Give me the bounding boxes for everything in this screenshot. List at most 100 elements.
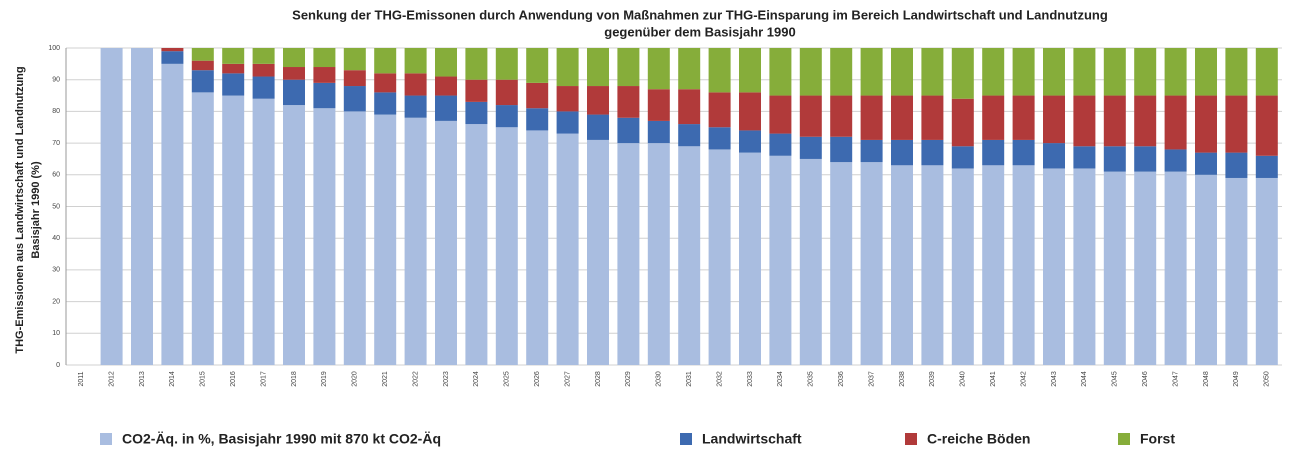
bar-segment [951, 168, 974, 365]
bar-segment [1255, 177, 1278, 365]
bar-segment [1073, 146, 1096, 169]
x-tick-label: 2048 [1203, 371, 1210, 387]
bar-segment [739, 48, 761, 93]
bar-segment [526, 82, 549, 109]
bar-segment [708, 92, 731, 128]
x-tick-label: 2017 [260, 371, 267, 387]
x-tick-label: 2050 [1264, 371, 1271, 387]
bar-segment [830, 95, 853, 137]
bar-segment [1195, 48, 1217, 96]
bar-segment [587, 114, 609, 140]
y-tick-label: 90 [52, 77, 60, 84]
bar-segment [830, 48, 853, 96]
y-tick-label: 60 [52, 172, 60, 179]
bar-segment [982, 165, 1005, 365]
bar-segment [222, 48, 245, 64]
bar-segment [891, 139, 913, 166]
bar-segment [799, 48, 822, 96]
x-tick-label: 2025 [504, 371, 511, 387]
bar-segment [374, 73, 397, 93]
bar-segment [191, 92, 214, 365]
bar-segment [222, 73, 245, 96]
bar-segment [404, 95, 427, 118]
bar-segment [891, 48, 913, 96]
bar-segment [374, 114, 397, 365]
bar-segment [739, 92, 761, 131]
bar-segment [343, 111, 366, 366]
y-tick-label: 70 [52, 140, 60, 147]
bar-segment [1043, 48, 1065, 96]
bar-segment [465, 79, 488, 102]
bar-segment [587, 139, 609, 365]
bar-segment [1103, 95, 1126, 147]
y-axis-title: Basisjahr 1990 (%) [30, 161, 42, 259]
bar-segment [1103, 146, 1126, 172]
x-tick-label: 2041 [990, 371, 997, 387]
x-tick-label: 2012 [108, 371, 115, 387]
bar-segment [283, 105, 305, 365]
bar-segment [951, 146, 974, 169]
y-axis-title: THG-Emissionen aus Landwirtschaft und La… [14, 66, 26, 353]
bar-segment [1225, 152, 1248, 178]
bar-segment [404, 73, 427, 96]
bar-segment [647, 48, 670, 90]
bar-segment [404, 117, 427, 366]
bar-segment [647, 143, 670, 365]
bar-segment [435, 76, 457, 96]
bar-segment [739, 130, 761, 153]
x-tick-label: 2013 [139, 371, 146, 387]
x-tick-label: 2038 [899, 371, 906, 387]
x-tick-label: 2018 [291, 371, 298, 387]
bar-segment [191, 70, 214, 93]
y-tick-label: 100 [48, 45, 60, 52]
bar-segment [1134, 171, 1157, 365]
bar-segment [921, 48, 944, 96]
bar-segment [769, 155, 792, 365]
bar-segment [1043, 95, 1065, 144]
bar-segment [100, 48, 123, 365]
bar-segment [191, 60, 214, 71]
bar-segment [252, 98, 275, 365]
x-tick-label: 2033 [747, 371, 754, 387]
x-tick-label: 2044 [1081, 371, 1088, 387]
bar-segment [982, 95, 1005, 140]
bar-segment [1164, 149, 1187, 172]
bar-segment [222, 63, 245, 74]
x-tick-label: 2037 [868, 371, 875, 387]
bar-segment [951, 98, 974, 147]
bar-segment [313, 108, 336, 365]
bar-segment [404, 48, 427, 74]
bar-segment [951, 48, 974, 99]
bar-segment [526, 108, 549, 131]
bar-segment [1073, 168, 1096, 365]
bar-segment [556, 111, 579, 134]
bar-segment [708, 127, 731, 150]
bar-segment [1255, 95, 1278, 156]
x-tick-label: 2024 [473, 371, 480, 387]
bar-segment [1225, 48, 1248, 96]
bar-segment [343, 48, 366, 71]
x-tick-label: 2029 [625, 371, 632, 387]
bar-segment [617, 86, 640, 118]
bar-segment [252, 76, 275, 99]
bar-segment [556, 48, 579, 87]
x-tick-label: 2015 [200, 371, 207, 387]
bar-segment [982, 48, 1005, 96]
bar-segment [708, 48, 731, 93]
x-tick-label: 2011 [78, 371, 85, 386]
bar-segment [1073, 95, 1096, 147]
x-tick-label: 2028 [595, 371, 602, 387]
bar-segment [313, 82, 336, 109]
legend-swatch [100, 433, 112, 445]
bar-segment [678, 48, 701, 90]
bar-segment [769, 48, 792, 96]
x-tick-label: 2045 [1112, 371, 1119, 387]
bar-segment [495, 105, 518, 128]
x-tick-label: 2043 [1051, 371, 1058, 387]
bar-segment [799, 95, 822, 137]
x-tick-label: 2039 [929, 371, 936, 387]
bar-segment [1012, 139, 1035, 166]
bar-segment [860, 95, 883, 140]
bar-segment [1043, 143, 1065, 169]
bar-segment [1195, 174, 1217, 365]
